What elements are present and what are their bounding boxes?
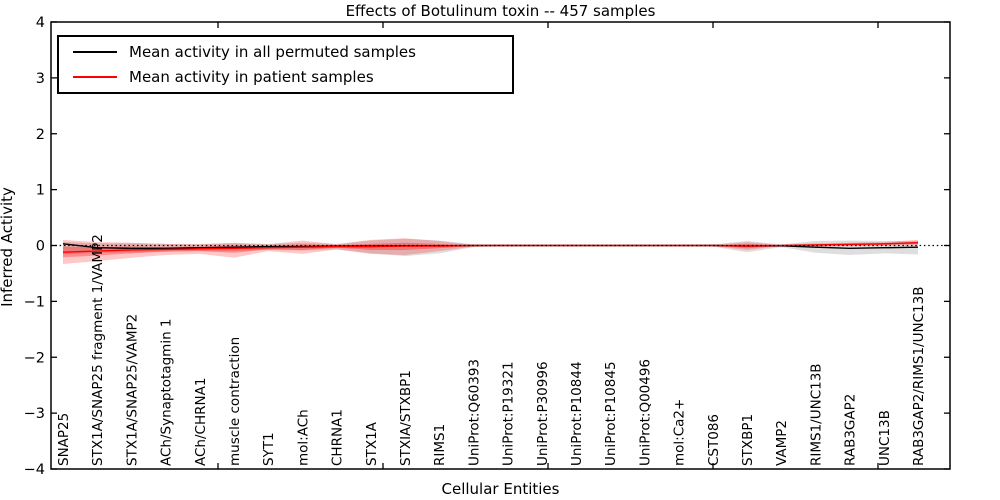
- y-tick-label: −2: [24, 350, 45, 366]
- x-tick-label: CHRNA1: [330, 409, 346, 466]
- y-tick-label: 1: [36, 183, 45, 199]
- x-tick-label: muscle contraction: [227, 337, 243, 466]
- x-tick-label: RIMS1: [432, 424, 448, 466]
- y-tick-label: −3: [24, 406, 45, 422]
- x-tick-label: UniProt:Q00496: [637, 359, 653, 466]
- legend-item-permuted: Mean activity in all permuted samples: [59, 40, 512, 64]
- patient-spread-outer-area: [63, 238, 918, 264]
- permuted-line-swatch: [73, 51, 117, 53]
- x-tick-label: mol:ACh: [295, 409, 311, 466]
- y-tick-label: −4: [24, 462, 45, 478]
- x-tick-label: VAMP2: [774, 420, 790, 466]
- x-tick-label: STX1A: [364, 421, 380, 466]
- y-axis-label: Inferred Activity: [0, 187, 16, 307]
- x-tick-label: UniProt:P10844: [569, 361, 585, 466]
- x-tick-label: SYT1: [261, 432, 277, 466]
- legend-label-permuted: Mean activity in all permuted samples: [129, 43, 416, 61]
- y-tick-label: 2: [36, 127, 45, 143]
- legend: Mean activity in all permuted samples Me…: [57, 35, 514, 94]
- x-tick-label: CST086: [706, 414, 722, 466]
- x-tick-label: RAB3GAP2/RIMS1/UNC13B: [911, 287, 927, 466]
- x-tick-label: STXIA/STXBP1: [398, 370, 414, 466]
- x-tick-label: mol:Ca2+: [672, 399, 688, 466]
- x-tick-label: UniProt:P10845: [603, 361, 619, 466]
- x-tick-label: RAB3GAP2: [843, 394, 859, 466]
- x-tick-label: UniProt:P30996: [535, 361, 551, 466]
- x-tick-label: UniProt:P19321: [501, 361, 517, 466]
- x-tick-label: STXBP1: [740, 414, 756, 466]
- x-tick-label: STX1A/SNAP25 fragment 1/VAMP2: [90, 234, 106, 466]
- x-tick-label: ACh/CHRNA1: [193, 378, 209, 466]
- y-tick-label: 3: [36, 71, 45, 87]
- x-tick-label: RIMS1/UNC13B: [808, 363, 824, 466]
- y-tick-label: 0: [36, 239, 45, 255]
- x-tick-label: UNC13B: [877, 410, 893, 466]
- legend-label-patient: Mean activity in patient samples: [129, 68, 374, 86]
- x-axis-label: Cellular Entities: [441, 480, 560, 498]
- x-tick-label: UniProt:Q60393: [466, 359, 482, 466]
- x-tick-label: STX1A/SNAP25/VAMP2: [124, 314, 140, 466]
- y-tick-label: 4: [36, 15, 45, 31]
- patient-line-swatch: [73, 76, 117, 78]
- x-tick-label: SNAP25: [56, 413, 72, 466]
- legend-item-patient: Mean activity in patient samples: [59, 65, 512, 89]
- x-tick-label: ACh/Synaptotagmin 1: [159, 318, 175, 466]
- y-tick-label: −1: [24, 294, 45, 310]
- chart-title: Effects of Botulinum toxin -- 457 sample…: [345, 2, 656, 20]
